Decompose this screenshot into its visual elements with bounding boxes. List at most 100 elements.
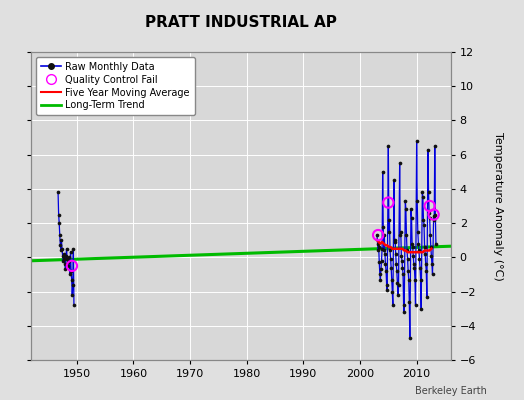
Point [402,232,411,238]
Point [390,177,398,184]
Point [395,282,403,288]
Point [419,194,427,201]
Point [416,264,424,271]
Point [411,302,420,308]
Point [56,232,64,238]
Point [375,259,384,266]
Point [63,256,71,262]
Point [427,252,435,259]
Point [58,246,66,252]
Point [391,251,400,257]
Point [60,256,68,262]
Point [59,258,68,264]
Title: PRATT INDUSTRIAL AP: PRATT INDUSTRIAL AP [145,15,337,30]
Point [413,228,422,235]
Point [408,240,416,247]
Point [65,258,73,264]
Point [68,263,76,269]
Point [409,244,417,250]
Point [380,232,389,238]
Point [62,252,70,259]
Point [432,240,440,247]
Point [401,198,410,204]
Point [69,246,78,252]
Point [384,143,392,149]
Point [385,216,394,223]
Point [410,264,419,271]
Point [57,247,65,254]
Point [391,237,399,244]
Point [407,215,416,221]
Point [414,240,422,247]
Point [58,252,67,259]
Point [409,252,418,259]
Point [397,228,405,235]
Point [392,268,401,274]
Y-axis label: Temperature Anomaly (°C): Temperature Anomaly (°C) [493,132,503,280]
Point [410,261,418,267]
Point [376,271,384,278]
Point [387,264,395,271]
Point [428,261,436,267]
Point [374,240,382,247]
Point [405,299,413,305]
Point [411,276,419,283]
Point [414,247,423,254]
Point [64,254,73,260]
Point [56,242,64,248]
Point [421,261,430,267]
Point [398,264,407,271]
Point [383,287,391,293]
Point [420,244,429,250]
Point [420,222,428,228]
Point [424,189,433,196]
Point [413,198,421,204]
Point [63,259,72,266]
Point [392,261,400,267]
Point [396,232,405,238]
Point [416,256,424,262]
Point [379,223,387,230]
Point [379,247,388,254]
Point [383,282,391,288]
Point [67,268,75,274]
Point [393,280,401,286]
Point [430,213,438,220]
Point [375,244,383,250]
Point [60,251,69,257]
Point [427,244,435,250]
Point [57,237,66,244]
Point [431,211,440,218]
Point [388,288,397,295]
Point [377,266,385,272]
Point [373,232,381,238]
Point [374,232,383,238]
Point [384,199,392,206]
Point [69,282,77,288]
Legend: Raw Monthly Data, Quality Control Fail, Five Year Moving Average, Long-Term Tren: Raw Monthly Data, Quality Control Fail, … [36,57,195,115]
Point [402,206,410,213]
Point [386,256,395,262]
Point [425,203,434,209]
Point [428,271,436,278]
Point [66,271,74,278]
Point [390,239,399,245]
Point [417,276,425,283]
Point [67,249,75,256]
Point [385,228,393,235]
Point [418,189,427,196]
Point [403,247,411,254]
Point [54,211,63,218]
Point [412,138,421,144]
Point [421,251,429,257]
Point [396,160,404,166]
Point [54,189,62,196]
Point [381,251,389,257]
Point [61,266,70,272]
Point [398,258,406,264]
Point [70,302,78,308]
Point [405,276,413,283]
Point [404,268,412,274]
Point [386,247,394,254]
Point [397,252,406,259]
